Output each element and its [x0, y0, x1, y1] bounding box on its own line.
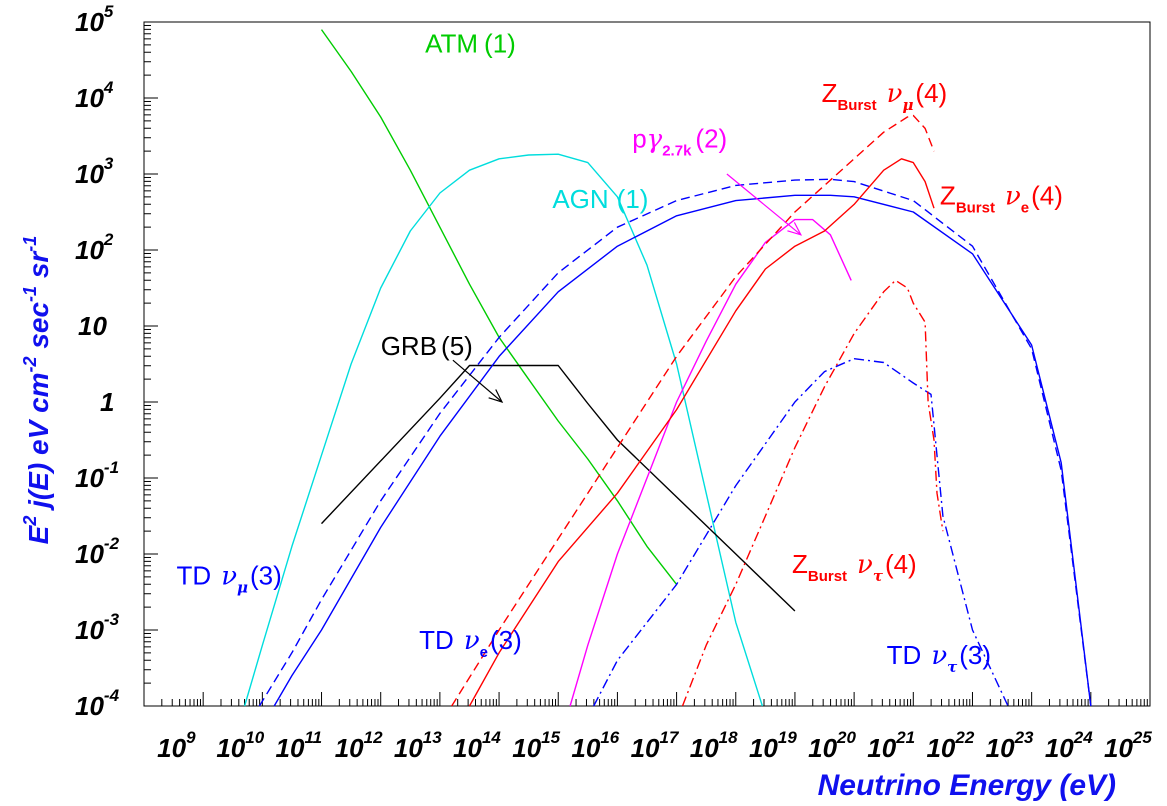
x-tick-label: 1023 — [986, 728, 1034, 763]
y-tick-label: 102 — [75, 230, 114, 265]
y-tick-label: 10-3 — [75, 610, 120, 645]
label-zb_nutau: ZBurst ντ(4) — [792, 549, 917, 585]
label-td_nutau: TD ντ(3) — [887, 640, 991, 676]
x-tick-label: 1018 — [690, 728, 738, 763]
x-tick-label: 1022 — [926, 728, 974, 763]
arrow-grb — [452, 359, 503, 403]
y-tick-label: 105 — [75, 2, 114, 37]
label-zb_numu: ZBurst νμ(4) — [822, 78, 948, 114]
x-tick-label: 1012 — [335, 728, 383, 763]
x-tick-label: 1013 — [394, 728, 442, 763]
x-tick-label: 1017 — [631, 728, 680, 763]
curve-td_nutau — [593, 358, 1009, 707]
y-tick-label: 10-4 — [75, 686, 120, 721]
label-td_numu: TD νμ(3) — [177, 560, 282, 596]
x-axis-title: Neutrino Energy (eV) — [818, 769, 1116, 802]
curve-td_nue — [273, 194, 1092, 707]
y-tick-label: 1 — [100, 387, 114, 417]
x-tick-label: 1019 — [749, 728, 797, 763]
y-tick-label: 103 — [75, 154, 114, 189]
label-td_nue: TD νe(3) — [419, 625, 522, 661]
y-axis-title: E2 j(E) eV cm-2 sec-1 sr-1 — [20, 236, 54, 545]
y-tick-label: 10-2 — [75, 534, 120, 569]
curve-zb_nue — [468, 158, 935, 707]
label-zb_nue: ZBurst νe(4) — [940, 180, 1063, 216]
x-tick-label: 1010 — [216, 728, 264, 763]
curve-agn — [243, 153, 764, 707]
arrowhead-p_gamma — [787, 222, 803, 236]
y-tick-label: 104 — [75, 78, 114, 113]
x-tick-label: 1021 — [867, 728, 915, 763]
y-tick-label: 10 — [78, 311, 107, 341]
arrowhead-grb — [488, 389, 504, 403]
curve-zb_nutau — [681, 279, 944, 707]
curve-zb_numu — [451, 114, 935, 707]
x-tick-label: 1025 — [1104, 728, 1152, 763]
plot-frame — [143, 21, 1151, 707]
curve-atm — [320, 29, 678, 585]
label-atm: ATM (1) — [425, 28, 516, 58]
curve-p_gamma — [569, 218, 852, 707]
y-tick-label: 10-1 — [75, 458, 119, 493]
x-tick-label: 1020 — [808, 728, 856, 763]
x-tick-label: 109 — [157, 728, 196, 763]
x-tick-label: 1014 — [453, 728, 501, 763]
x-tick-label: 1024 — [1045, 728, 1093, 763]
arrow-p_gamma — [726, 173, 802, 236]
label-agn: AGN (1) — [552, 184, 648, 214]
x-tick-label: 1015 — [512, 728, 560, 763]
x-tick-label: 1016 — [571, 728, 619, 763]
x-tick-label: 1011 — [276, 728, 323, 763]
curve-grb — [320, 364, 796, 612]
label-grb: GRB (5) — [381, 331, 473, 361]
curve-td_numu — [258, 178, 1092, 707]
label-p_gamma: pγ2.7k (2) — [632, 123, 727, 159]
